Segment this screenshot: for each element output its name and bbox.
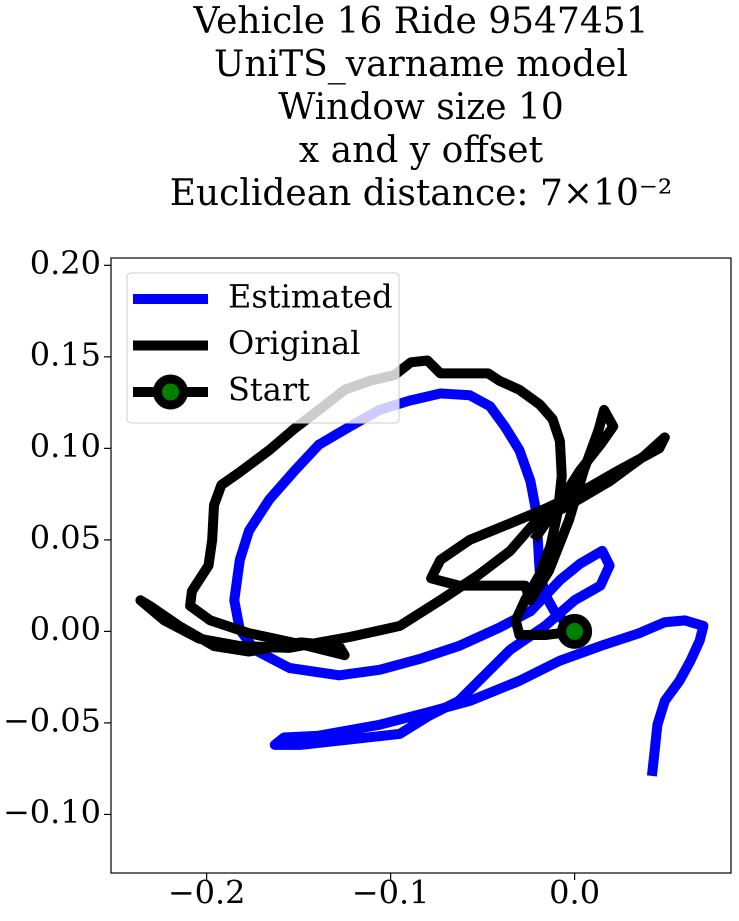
x-tick-label: −0.2	[168, 874, 246, 912]
title-line: x and y offset	[299, 130, 544, 171]
legend-label: Estimated	[228, 278, 393, 316]
axes-frame	[110, 257, 732, 874]
x-tick-label: 0.0	[549, 874, 600, 912]
title-line: UniTS_varname model	[214, 44, 628, 85]
legend-label: Start	[228, 371, 310, 409]
legend: Estimated Original Start	[126, 272, 400, 424]
series-line	[229, 388, 709, 777]
y-tick-label: 0.15	[30, 335, 101, 373]
y-tick-label: −0.05	[3, 701, 101, 739]
title-line: Window size 10	[278, 87, 564, 128]
y-tick-label: 0.05	[30, 518, 101, 556]
plot-area	[135, 355, 709, 777]
legend-box	[126, 272, 400, 424]
legend-marker	[153, 374, 188, 410]
series-line	[135, 355, 670, 661]
y-tick-label: 0.00	[30, 610, 101, 648]
x-tick-label: −0.1	[352, 874, 430, 912]
title-line: Vehicle 16 Ride 9547451	[192, 1, 648, 42]
y-tick-label: 0.20	[30, 244, 101, 282]
y-tick-label: 0.10	[30, 427, 101, 465]
legend-label: Original	[228, 324, 360, 362]
y-tick-label: −0.10	[3, 793, 101, 831]
title-line: Euclidean distance: 7×10⁻²	[170, 173, 673, 214]
start-marker	[557, 613, 593, 649]
ticks: −0.2 −0.1 0.0 0.20 0.15 0.10 0.05 0.00 −0.05 −0.1…	[3, 244, 600, 912]
